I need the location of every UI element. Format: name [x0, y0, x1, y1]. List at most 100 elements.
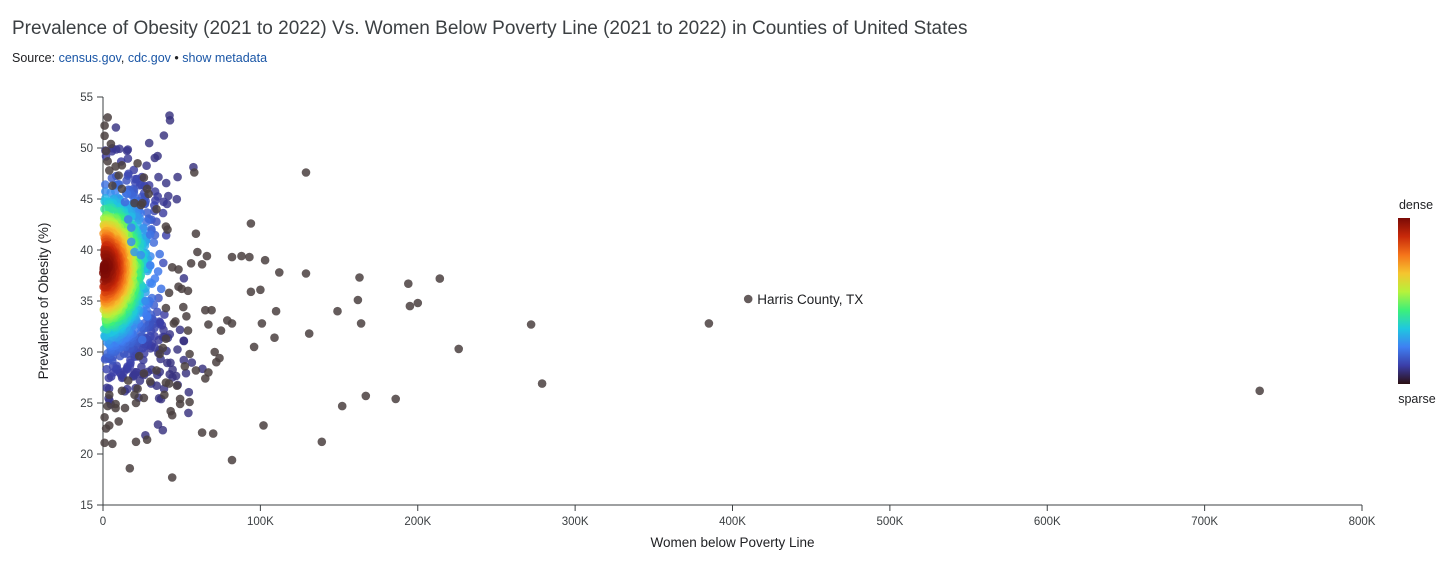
scatter-point [174, 282, 183, 292]
scatter-point [202, 251, 212, 261]
scatter-point [526, 320, 536, 329]
scatter-point [201, 305, 210, 315]
scatter-point [173, 172, 182, 182]
scatter-point [208, 429, 218, 438]
scatter-point [704, 319, 714, 328]
scatter-point [164, 191, 173, 201]
source-link-cdc[interactable]: cdc.gov [127, 51, 171, 65]
scatter-point [155, 249, 164, 259]
scatter-point [101, 180, 110, 189]
scatter-point [1255, 386, 1264, 396]
data-points [98, 111, 1264, 482]
scatter-point [191, 366, 201, 375]
scatter-point [197, 428, 207, 437]
scatter-point [164, 288, 174, 298]
scatter-point [145, 261, 155, 270]
scatter-point [117, 184, 127, 194]
x-tick-label: 600K [1034, 516, 1061, 528]
source-comma: , [120, 51, 128, 65]
scatter-point [187, 358, 197, 367]
density-legend: dense sparse [1398, 198, 1436, 406]
scatter-point [158, 425, 168, 435]
scatter-point [179, 336, 188, 346]
scatter-point [105, 390, 114, 400]
show-metadata-link[interactable]: show metadata [182, 51, 268, 65]
scatter-point [123, 215, 133, 224]
scatter-point [108, 181, 117, 190]
scatter-point [454, 344, 464, 354]
scatter-point [207, 305, 216, 315]
y-tick-label: 25 [80, 398, 93, 410]
scatter-point [108, 439, 117, 449]
scatter-point [161, 178, 171, 188]
scatter-point [111, 399, 120, 409]
scatter-point [165, 370, 174, 379]
scatter-point [100, 438, 109, 448]
scatter-point [154, 172, 163, 182]
scatter-point [111, 162, 120, 171]
scatter-point [391, 394, 401, 404]
scatter-point [159, 258, 168, 268]
scatter-point [100, 413, 109, 422]
scatter-point [259, 421, 268, 430]
y-tick-label: 40 [80, 245, 93, 257]
x-tick-label: 300K [562, 516, 589, 528]
y-tick-label: 45 [80, 194, 93, 206]
y-tick-label: 35 [80, 296, 93, 308]
scatter-point [537, 379, 547, 388]
scatter-point [99, 262, 109, 272]
scatter-point [304, 329, 314, 338]
scatter-point [158, 208, 168, 218]
scatter-point [353, 295, 363, 305]
x-tick-label: 400K [719, 516, 746, 528]
scatter-point [404, 279, 413, 289]
annotations: Harris County, TX [757, 292, 863, 307]
scatter-point [145, 230, 155, 239]
scatter-point [186, 259, 196, 268]
source-link-census[interactable]: census.gov [58, 51, 121, 65]
source-prefix: Source: [12, 51, 59, 65]
scatter-point [137, 362, 146, 372]
scatter-point [106, 139, 116, 149]
scatter-point [413, 298, 423, 308]
scatter-point [185, 349, 194, 359]
scatter-point [122, 176, 131, 185]
scatter-point [245, 252, 254, 262]
scatter-point [271, 306, 281, 316]
scatter-point [111, 123, 121, 132]
scatter-point [102, 364, 111, 374]
x-tick-label: 700K [1191, 516, 1218, 528]
source-separator: • [174, 51, 179, 65]
scatter-point [317, 437, 327, 447]
scatter-point [161, 334, 171, 344]
scatter-point [100, 131, 109, 141]
scatter-point [405, 301, 415, 311]
scatter-point [163, 225, 172, 234]
scatter-point [167, 473, 177, 482]
scatter-point [356, 319, 366, 328]
scatter-point [117, 386, 127, 396]
scatter-point [153, 420, 163, 429]
scatter-point [169, 319, 179, 328]
scatter-point [355, 273, 364, 282]
x-tick-label: 0 [100, 516, 106, 528]
scatter-point [179, 274, 189, 283]
scatter-point [361, 391, 371, 401]
scatter-point [142, 161, 151, 170]
scatter-point [150, 153, 160, 163]
scatter-point [301, 168, 311, 177]
scatter-point [743, 294, 753, 304]
scatter-point [123, 376, 133, 385]
scatter-point [101, 146, 111, 156]
scatter-point [161, 378, 171, 387]
scatter-point [167, 263, 177, 272]
scatter-point [150, 187, 160, 196]
x-tick-label: 800K [1349, 516, 1376, 528]
scatter-point [139, 173, 149, 182]
scatter-point [133, 159, 142, 168]
scatter-point [223, 316, 232, 325]
scatter-point [103, 157, 112, 166]
scatter-point [154, 293, 163, 303]
scatter-point [172, 194, 182, 204]
scatter-point [131, 178, 140, 187]
